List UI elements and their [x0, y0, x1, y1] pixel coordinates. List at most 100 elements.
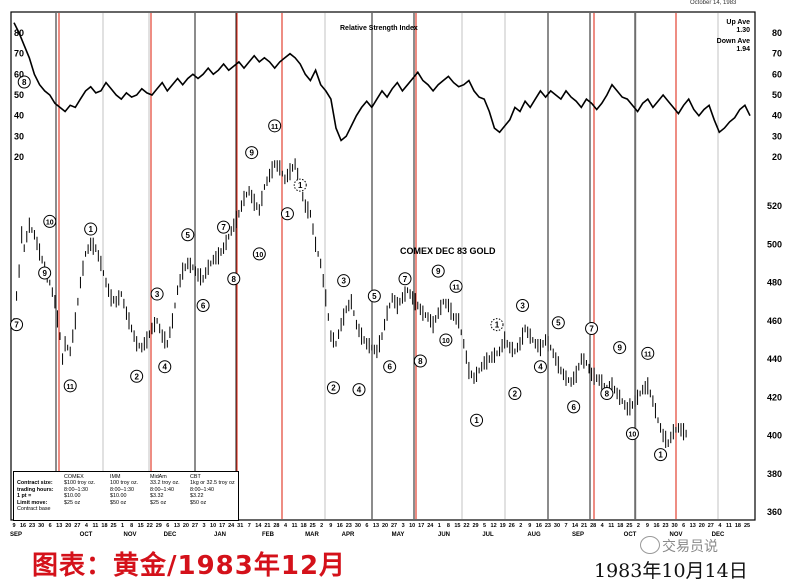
- wave-label-circle: [470, 413, 484, 427]
- spec-value: $100 troy oz.: [64, 480, 96, 487]
- rsi-tick-left: 20: [14, 152, 24, 162]
- wave-label-circle: [17, 75, 31, 89]
- x-day-tick: 2: [320, 523, 323, 529]
- x-day-tick: 7: [564, 523, 567, 529]
- wave-label: 1: [658, 451, 663, 460]
- caption-date: 1983年10月14日: [594, 560, 748, 582]
- x-day-tick: 13: [373, 523, 379, 529]
- caption-title: 图表：黄金/1983年12月: [32, 551, 347, 581]
- rsi-title: Relative Strength Index: [340, 25, 418, 32]
- wave-label-circle: [293, 178, 307, 192]
- x-day-tick: 6: [365, 523, 368, 529]
- x-month-label: OCT: [624, 532, 637, 538]
- x-day-tick: 20: [183, 523, 189, 529]
- x-day-tick: 18: [735, 523, 741, 529]
- gridlines: [55, 13, 719, 519]
- spec-exchange: MidAm: [150, 474, 167, 480]
- x-day-tick: 23: [346, 523, 352, 529]
- spec-col-comex: COMEX $100 troy oz. 8:00–1:30 $10.00 $25…: [64, 474, 95, 506]
- wave-label-circle: [84, 222, 98, 236]
- wave-label-circle: [196, 299, 210, 313]
- wave-label-circle: [533, 360, 547, 374]
- wave-label: 1: [298, 181, 303, 190]
- spec-exchange: IMM: [110, 474, 121, 480]
- spec-col-cbt: CBT 1kg or 32.5 troy oz 8:00–1:40 $3.22 …: [190, 474, 235, 506]
- wave-label-circle: [613, 341, 627, 355]
- x-day-tick: 27: [74, 523, 80, 529]
- x-day-tick: 21: [581, 523, 587, 529]
- x-month-label: DEC: [164, 532, 177, 538]
- wave-label: 6: [201, 302, 206, 311]
- x-day-tick: 25: [310, 523, 316, 529]
- wave-label: 10: [46, 219, 54, 226]
- spec-value: $10.00: [64, 493, 81, 500]
- rsi-tick-left: 30: [14, 131, 24, 141]
- x-day-tick: 28: [590, 523, 596, 529]
- rsi-tick-right: 40: [772, 111, 782, 121]
- wave-label-circle: [551, 316, 565, 330]
- spec-value: 8:00–1:30: [64, 486, 88, 493]
- x-day-tick: 16: [653, 523, 659, 529]
- x-day-tick: 26: [509, 523, 515, 529]
- x-day-tick: 22: [147, 523, 153, 529]
- x-day-tick: 11: [726, 523, 732, 529]
- rsi-tick-left: 80: [14, 28, 24, 38]
- wave-label-circle: [158, 360, 172, 374]
- spec-value: $3.32: [150, 493, 164, 500]
- x-day-tick: 13: [690, 523, 696, 529]
- wave-label-circle: [38, 266, 52, 280]
- spec-value: 8:00–1:40: [190, 486, 214, 493]
- wave-label: 3: [155, 290, 160, 299]
- wave-label: 11: [271, 124, 279, 131]
- wave-label-circle: [625, 427, 639, 441]
- x-day-tick: 20: [382, 523, 388, 529]
- down-ave-value: 1.94: [736, 46, 750, 53]
- wave-label: 9: [436, 267, 441, 276]
- up-ave-label: Up Ave: [726, 19, 750, 26]
- wave-label-circle: [431, 264, 445, 278]
- spec-value: $50 oz: [110, 499, 127, 506]
- spec-value: 8:00–1:30: [110, 486, 134, 493]
- wave-label: 2: [331, 384, 336, 393]
- spec-label: 1 pt =: [17, 493, 32, 500]
- wave-label-circle: [352, 383, 366, 397]
- x-day-tick: 7: [248, 523, 251, 529]
- price-panel: [13, 158, 687, 448]
- x-month-label: SEP: [10, 532, 22, 538]
- wave-label-circle: [567, 400, 581, 414]
- wave-label: 5: [556, 319, 561, 328]
- x-day-tick: 30: [355, 523, 361, 529]
- up-ave-value: 1.30: [736, 27, 750, 34]
- x-day-tick: 5: [483, 523, 486, 529]
- wave-label: 8: [605, 389, 610, 398]
- x-day-tick: 11: [608, 523, 614, 529]
- wave-label-circle: [439, 333, 453, 347]
- x-day-tick: 30: [38, 523, 44, 529]
- wave-label: 1: [88, 225, 93, 234]
- x-day-tick: 1: [121, 523, 124, 529]
- x-day-tick: 4: [284, 523, 288, 529]
- wave-label: 7: [589, 324, 594, 333]
- wave-label: 3: [341, 277, 346, 286]
- wave-label: 7: [221, 223, 226, 232]
- x-day-tick: 2: [637, 523, 640, 529]
- x-day-tick: 19: [500, 523, 506, 529]
- rsi-line: [13, 22, 751, 142]
- price-tick: 440: [767, 354, 782, 364]
- x-day-tick: 2: [519, 523, 522, 529]
- x-day-tick: 22: [463, 523, 469, 529]
- x-day-tick: 1: [438, 523, 441, 529]
- x-day-tick: 15: [454, 523, 460, 529]
- wave-label-circle: [326, 381, 340, 395]
- rsi-panel: [13, 22, 751, 142]
- x-day-tick: 6: [166, 523, 169, 529]
- wave-label: 11: [67, 384, 75, 391]
- wave-label-circle: [516, 299, 530, 313]
- x-day-tick: 18: [101, 523, 107, 529]
- spec-row-labels: Contract size: trading hours: 1 pt = Lim…: [17, 474, 54, 512]
- x-day-tick: 24: [228, 523, 235, 529]
- wave-label: 7: [403, 275, 408, 284]
- x-day-tick: 12: [491, 523, 497, 529]
- wave-label: 9: [249, 149, 254, 158]
- x-day-tick: 23: [545, 523, 551, 529]
